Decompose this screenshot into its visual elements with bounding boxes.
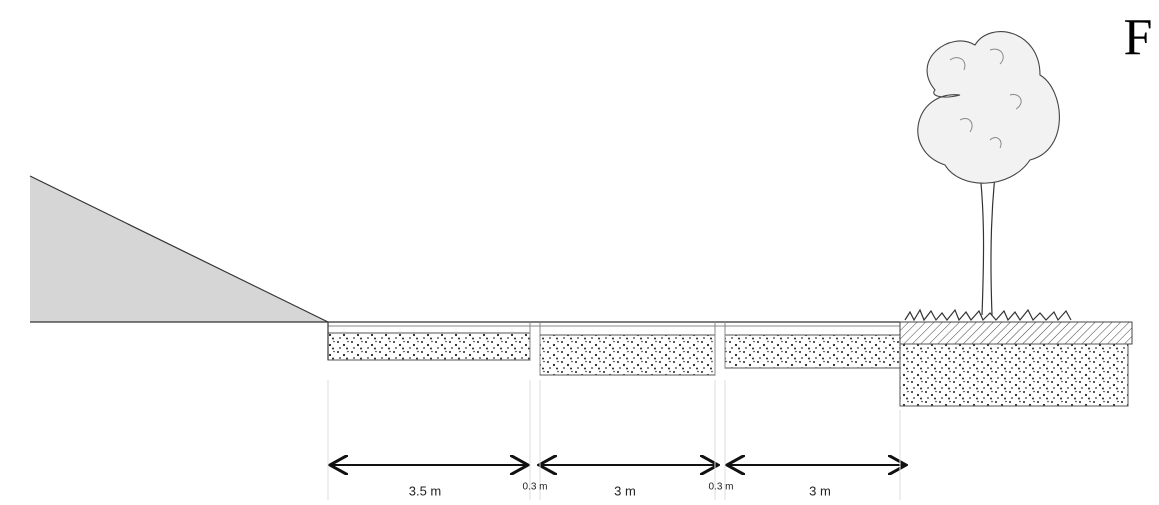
tree: [917, 31, 1060, 316]
figure-label: F: [1124, 9, 1153, 66]
dimension-lines: [327, 380, 904, 500]
dimension-label: 3.5 m: [409, 483, 442, 498]
dimension-label: 0.3 m: [522, 482, 547, 493]
slope-line: [29, 175, 329, 323]
dimension-label: 3 m: [614, 483, 636, 498]
dimension-label: 0.3 m: [708, 482, 733, 493]
dimension-label: 3 m: [809, 483, 831, 498]
road: [327, 321, 901, 376]
shoulder: [899, 308, 1133, 407]
